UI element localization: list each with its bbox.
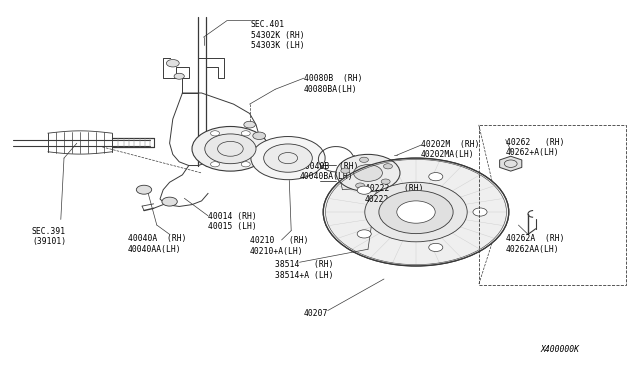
Text: SEC.401
54302K (RH)
54303K (LH): SEC.401 54302K (RH) 54303K (LH) xyxy=(251,20,305,50)
Circle shape xyxy=(429,243,443,251)
Circle shape xyxy=(136,185,152,194)
Bar xyxy=(479,125,626,285)
Circle shape xyxy=(192,126,269,171)
Text: 40040A  (RH)
40040AA(LH): 40040A (RH) 40040AA(LH) xyxy=(128,234,186,254)
Text: 40262A  (RH)
40262AA(LH): 40262A (RH) 40262AA(LH) xyxy=(506,234,564,254)
Circle shape xyxy=(354,164,383,181)
Circle shape xyxy=(251,137,325,180)
Circle shape xyxy=(429,173,443,181)
Text: 40210   (RH)
40210+A(LH): 40210 (RH) 40210+A(LH) xyxy=(250,236,308,256)
Text: 40202M  (RH)
40202MA(LH): 40202M (RH) 40202MA(LH) xyxy=(421,140,479,159)
Text: 40207: 40207 xyxy=(304,309,328,318)
Circle shape xyxy=(244,121,255,128)
Circle shape xyxy=(383,164,392,169)
Text: 40262   (RH)
40262+A(LH): 40262 (RH) 40262+A(LH) xyxy=(506,138,564,157)
Text: X400000K: X400000K xyxy=(541,345,580,354)
Circle shape xyxy=(357,186,371,194)
Circle shape xyxy=(241,162,250,167)
Circle shape xyxy=(264,144,312,172)
Circle shape xyxy=(211,131,220,136)
Circle shape xyxy=(323,158,509,266)
Text: 40040B  (RH)
40040BA(LH): 40040B (RH) 40040BA(LH) xyxy=(300,162,358,181)
Circle shape xyxy=(473,208,487,216)
Text: 38514   (RH)
38514+A (LH): 38514 (RH) 38514+A (LH) xyxy=(275,260,333,280)
Circle shape xyxy=(397,201,435,223)
Circle shape xyxy=(174,73,184,79)
Circle shape xyxy=(205,134,256,164)
Circle shape xyxy=(381,179,390,184)
Circle shape xyxy=(241,131,250,136)
Circle shape xyxy=(253,132,266,140)
Text: 40222   (RH)
40222+A(LH): 40222 (RH) 40222+A(LH) xyxy=(365,184,423,203)
Circle shape xyxy=(365,182,467,242)
Text: SEC.391
(39101): SEC.391 (39101) xyxy=(32,227,66,246)
Circle shape xyxy=(356,183,365,188)
Circle shape xyxy=(162,197,177,206)
Circle shape xyxy=(379,190,453,234)
Circle shape xyxy=(357,230,371,238)
Circle shape xyxy=(336,154,400,192)
Circle shape xyxy=(211,162,220,167)
Circle shape xyxy=(360,157,369,163)
Text: 40080B  (RH)
40080BA(LH): 40080B (RH) 40080BA(LH) xyxy=(304,74,362,94)
Circle shape xyxy=(341,168,350,173)
Circle shape xyxy=(166,60,179,67)
Text: 40014 (RH)
40015 (LH): 40014 (RH) 40015 (LH) xyxy=(208,212,257,231)
Polygon shape xyxy=(500,156,522,171)
